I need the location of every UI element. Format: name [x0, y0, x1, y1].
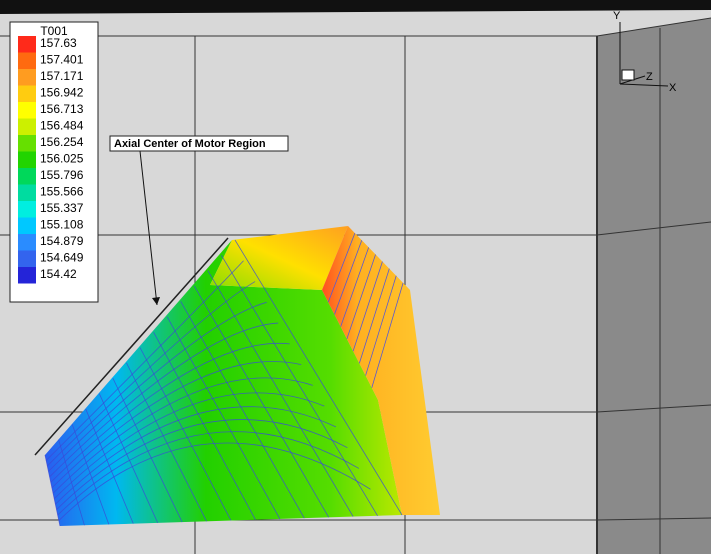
- legend-label: 157.63: [40, 36, 77, 50]
- mesh-line: [52, 377, 313, 494]
- title-band: [0, 0, 711, 14]
- mesh-line: [371, 282, 404, 388]
- mesh-line: [327, 232, 356, 303]
- legend-label: 155.566: [40, 185, 84, 199]
- legend-label: 155.337: [40, 201, 84, 215]
- mesh-line: [365, 275, 397, 376]
- legend-label: 155.796: [40, 168, 84, 182]
- legend-title: T001: [40, 24, 68, 38]
- mesh-line: [71, 424, 110, 525]
- axis-label: Y: [613, 10, 621, 22]
- mesh-line: [56, 419, 348, 510]
- legend-label: 154.879: [40, 234, 84, 248]
- mesh-line: [58, 442, 371, 521]
- mesh-line: [166, 316, 281, 520]
- mesh-line: [51, 361, 302, 489]
- legend-swatch: [18, 151, 36, 168]
- axis-label: Z: [646, 71, 653, 83]
- mesh-line: [153, 331, 256, 520]
- mesh-line: [346, 254, 376, 340]
- mesh-line: [340, 247, 370, 327]
- mesh-line: [234, 239, 403, 516]
- legend-label: 156.484: [40, 119, 84, 133]
- legend-label: 155.108: [40, 218, 84, 232]
- mesh-line: [139, 347, 232, 521]
- mesh-line: [49, 322, 279, 478]
- legend-label: 156.942: [40, 86, 84, 100]
- legend-label: 154.649: [40, 251, 84, 265]
- legend-label: 156.254: [40, 135, 84, 149]
- mesh-line: [334, 240, 363, 315]
- legend-swatch: [18, 267, 36, 284]
- mesh-line: [48, 301, 267, 472]
- mesh-line: [50, 342, 290, 483]
- legend-label: 156.713: [40, 102, 84, 116]
- arrow-head: [152, 297, 160, 305]
- legend-label: 156.025: [40, 152, 84, 166]
- legend-swatch: [18, 118, 36, 135]
- legend-entries: 157.63 157.401 157.171 156.942 156.713 156.48…: [18, 36, 84, 284]
- legend-swatch: [18, 217, 36, 234]
- legend-swatch: [18, 184, 36, 201]
- mesh-line: [207, 270, 354, 517]
- mesh-line: [57, 431, 360, 516]
- legend-swatch: [18, 85, 36, 102]
- annotation-arrow: [139, 150, 158, 306]
- legend-label: 157.401: [40, 53, 84, 67]
- legend-swatch: [18, 135, 36, 152]
- legend-swatch: [18, 36, 36, 53]
- mesh-line: [47, 281, 256, 467]
- legend-label: 154.42: [40, 267, 77, 281]
- mesh-line: [98, 393, 159, 524]
- mesh-line: [221, 255, 378, 516]
- mesh-line: [53, 392, 325, 499]
- legend-swatch: [18, 52, 36, 69]
- wedge-mesh: [34, 226, 440, 527]
- legend-swatch: [18, 102, 36, 119]
- legend-swatch: [18, 168, 36, 185]
- legend-swatch: [18, 201, 36, 218]
- legend-swatch: [18, 234, 36, 251]
- mesh-line: [358, 268, 390, 364]
- legend-swatch: [18, 250, 36, 267]
- mesh-line: [352, 261, 383, 352]
- annotation-box: [109, 135, 289, 152]
- mesh-line: [55, 406, 337, 505]
- mesh-line: [45, 260, 244, 461]
- axis-label: X: [669, 82, 677, 94]
- axis-triad: [619, 22, 669, 87]
- annotation: Axial Center of Motor Region: [114, 138, 266, 150]
- legend-swatch: [18, 69, 36, 86]
- mesh-line: [44, 454, 61, 527]
- legend-label: 157.171: [40, 69, 84, 83]
- right-wall: [597, 18, 711, 554]
- mesh-line: [193, 285, 330, 518]
- mesh-line: [112, 378, 183, 523]
- mesh-line: [126, 362, 207, 522]
